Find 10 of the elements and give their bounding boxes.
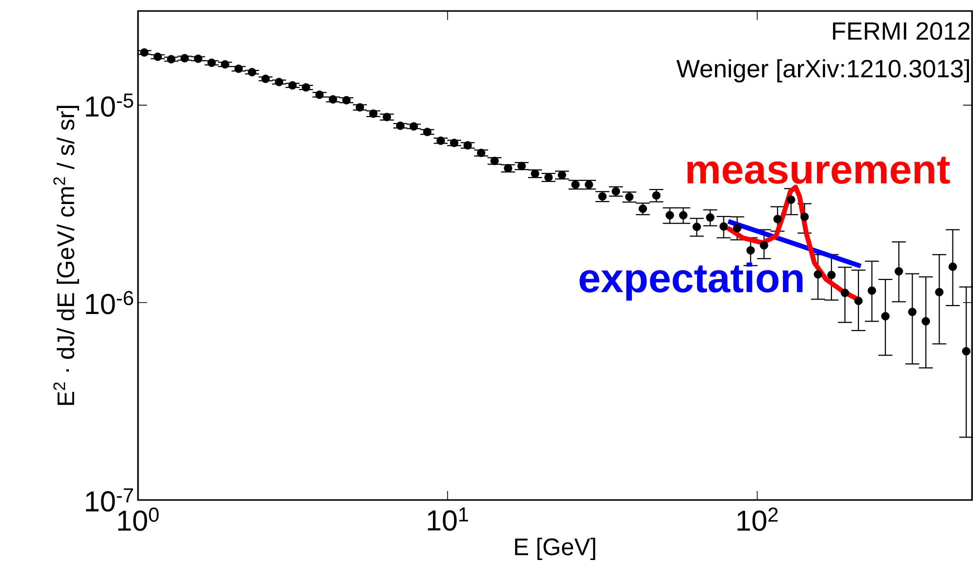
- y-tick-label: 10$^{-5}$: [86, 94, 134, 117]
- series-label: expectation: [580, 262, 802, 301]
- y-tick-label: 10$^{-6}$: [86, 290, 134, 314]
- y-axis-title: E$^{2}$ · dJ/ dE [GeV/ cm$^{2}$ / s/ sr]: [53, 106, 80, 405]
- annotation: Weniger [arXiv:1210.3013]: [676, 59, 969, 82]
- x-tick-label: 10$^{1}$: [428, 508, 468, 531]
- x-axis-title: E [GeV]: [515, 538, 596, 560]
- x-tick-label: 10$^{2}$: [737, 508, 778, 531]
- series-label: measurement: [687, 156, 950, 184]
- annotation: FERMI 2012: [833, 22, 970, 40]
